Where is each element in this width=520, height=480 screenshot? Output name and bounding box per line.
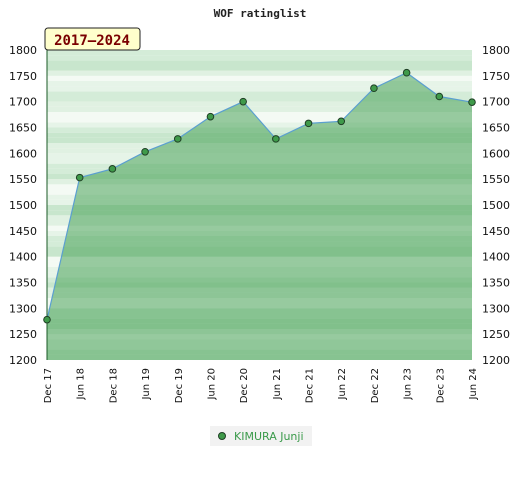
- background-band: [47, 75, 472, 81]
- x-tick-label: Dec 21: [305, 368, 316, 403]
- x-tick-label: Dec 17: [43, 368, 54, 403]
- x-tick-label: Jun 24: [468, 368, 479, 401]
- background-band: [47, 60, 472, 66]
- data-point: [272, 135, 280, 143]
- x-tick-label: Jun 19: [141, 368, 152, 401]
- y-tick-label-right: 1250: [482, 328, 510, 341]
- background-band: [47, 86, 472, 92]
- data-point: [173, 135, 182, 143]
- x-tick-label: Dec 23: [435, 368, 446, 403]
- data-point: [468, 98, 476, 106]
- y-tick-label-right: 1550: [482, 173, 510, 186]
- y-tick-label-right: 1750: [482, 70, 510, 83]
- x-tick-label: Jun 22: [337, 368, 348, 401]
- y-tick-label-right: 1500: [482, 199, 510, 212]
- legend-box: [210, 426, 312, 446]
- data-point: [75, 173, 84, 182]
- y-tick-label-right: 1700: [482, 96, 510, 109]
- data-point: [435, 92, 444, 101]
- y-axis-left: 1200 1250 1300 1350 1400 1450 1500 1550 1600 1650…: [9, 44, 37, 367]
- chart-title: WOF ratinglist: [214, 7, 307, 20]
- data-point: [141, 147, 149, 156]
- data-point: [402, 68, 411, 77]
- background-band: [47, 101, 472, 107]
- y-tick-label-right: 1350: [482, 277, 510, 290]
- y-tick-label-right: 1400: [482, 251, 510, 264]
- period-badge: 2017–2024: [44, 27, 141, 51]
- y-tick-label-left: 1650: [9, 122, 37, 135]
- y-tick-label-left: 1450: [9, 225, 37, 238]
- y-tick-label-left: 1300: [9, 302, 37, 315]
- background-band: [47, 112, 472, 118]
- y-tick-label-right: 1450: [482, 225, 510, 238]
- x-tick-label: Jun 21: [272, 368, 283, 401]
- background-band: [47, 65, 472, 71]
- y-tick-label-left: 1800: [9, 44, 37, 57]
- y-tick-label-right: 1650: [482, 122, 510, 135]
- data-point: [337, 117, 346, 126]
- data-point: [370, 84, 378, 93]
- x-tick-label: Dec 18: [108, 368, 119, 403]
- y-tick-label-left: 1350: [9, 277, 37, 290]
- legend-entry: KIMURA Junji: [234, 430, 304, 443]
- data-point: [206, 112, 215, 121]
- data-point: [43, 315, 51, 324]
- background-band: [47, 55, 472, 61]
- data-markers: [43, 68, 476, 324]
- data-point: [108, 165, 117, 173]
- y-tick-label-left: 1600: [9, 147, 37, 160]
- background-band: [47, 106, 472, 112]
- y-tick-label-right: 1600: [482, 147, 510, 160]
- y-tick-label-left: 1500: [9, 199, 37, 212]
- period-badge-text: 2017–2024: [54, 33, 130, 49]
- background-band: [47, 50, 472, 56]
- x-axis: Dec 17 Jun 18 Dec 18 Jun 19 Dec 19 Jun 20 Dec …: [43, 368, 479, 403]
- y-tick-label-left: 1700: [9, 96, 37, 109]
- x-tick-label: Dec 22: [370, 368, 381, 403]
- x-tick-label: Dec 20: [239, 368, 250, 403]
- x-tick-label: Jun 18: [76, 368, 87, 401]
- y-tick-label-left: 1750: [9, 70, 37, 83]
- y-tick-label-left: 1200: [9, 354, 37, 367]
- background-band: [47, 91, 472, 97]
- y-tick-label-left: 1400: [9, 251, 37, 264]
- y-axis-right: 1200 1250 1300 1350 1400 1450 1500 1550 1600 1650…: [482, 44, 510, 367]
- x-tick-label: Jun 20: [206, 368, 217, 401]
- x-tick-label: Dec 19: [174, 368, 185, 403]
- legend-marker: [218, 432, 226, 440]
- period-badge-box: [44, 27, 141, 51]
- series-area: [47, 72, 472, 360]
- area-layer: [46, 50, 473, 360]
- background-band: [47, 96, 472, 102]
- background-band: [47, 81, 472, 87]
- legend: KIMURA Junji: [210, 426, 312, 446]
- data-point: [239, 97, 247, 106]
- data-point: [304, 119, 313, 128]
- background-band: [47, 70, 472, 76]
- y-tick-label-left: 1250: [9, 328, 37, 341]
- y-tick-label-left: 1550: [9, 173, 37, 186]
- y-tick-label-right: 1300: [482, 302, 510, 315]
- y-tick-label-right: 1800: [482, 44, 510, 57]
- y-tick-label-right: 1200: [482, 354, 510, 367]
- x-tick-label: Jun 23: [403, 368, 414, 401]
- series-line: [46, 72, 473, 320]
